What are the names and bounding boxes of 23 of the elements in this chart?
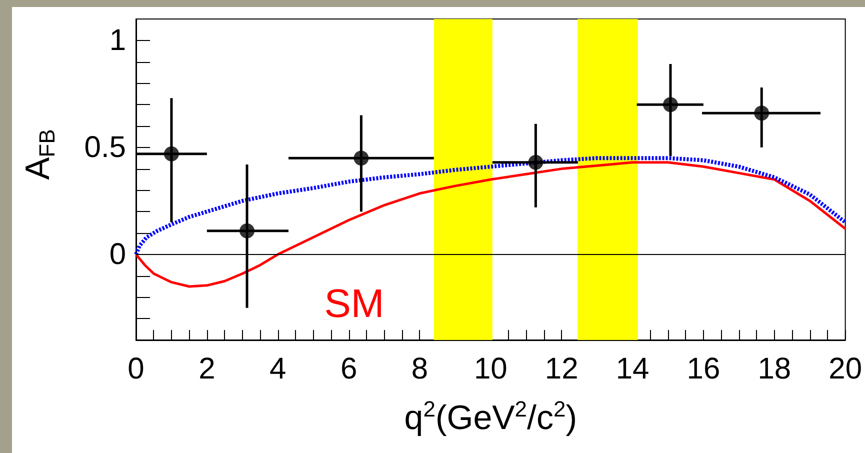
x-tick-label: 10 <box>474 352 508 386</box>
x-tick-label: 6 <box>340 352 358 386</box>
x-tick-label: 14 <box>616 352 650 386</box>
x-tick-label: 18 <box>758 352 792 386</box>
x-tick-label: 12 <box>544 352 578 386</box>
x-tick-label: 20 <box>828 352 862 386</box>
point <box>240 223 255 238</box>
point <box>754 106 770 121</box>
point <box>662 97 678 112</box>
y-tick-label: 0 <box>109 238 126 271</box>
x-tick-label: 16 <box>686 352 720 386</box>
y-axis-title: AFB <box>19 129 60 180</box>
point <box>164 146 179 162</box>
line-series <box>134 161 847 288</box>
x-tick-label: 2 <box>198 352 216 386</box>
y-tick-label: 1 <box>109 24 126 57</box>
y-tick-label: 0.5 <box>84 130 126 164</box>
point <box>528 154 544 170</box>
series-label: SM <box>324 282 384 326</box>
x-tick-label: 4 <box>270 352 286 386</box>
x-tick-label: 8 <box>411 352 428 386</box>
line-series <box>134 156 848 256</box>
point <box>354 150 369 166</box>
